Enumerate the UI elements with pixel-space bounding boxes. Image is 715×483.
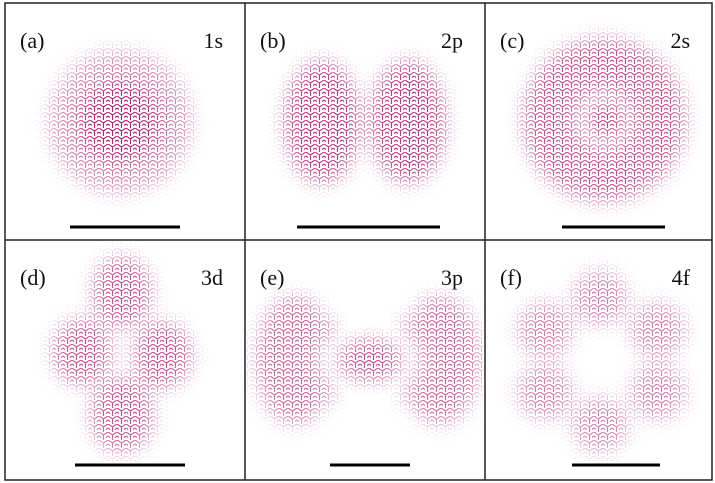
orbital-label: 3d (201, 265, 223, 290)
orbital-pattern (7, 242, 243, 478)
orbital-label: 3p (441, 265, 463, 290)
orbital-label: 2s (670, 28, 690, 53)
orbital-pattern (247, 5, 483, 238)
orbital-label: 4f (672, 265, 691, 290)
orbital-pattern (247, 242, 483, 478)
panel-label: (a) (20, 28, 44, 53)
panel-label: (c) (500, 28, 524, 53)
panel-label: (b) (260, 28, 286, 53)
panel-label: (e) (260, 265, 284, 290)
orbital-pattern (487, 5, 710, 238)
orbital-pattern (7, 5, 243, 238)
panel-label: (d) (20, 265, 46, 290)
orbital-pattern (487, 242, 710, 478)
frame (4, 2, 713, 481)
panel-label: (f) (500, 265, 522, 290)
orbital-label: 1s (203, 28, 223, 53)
orbital-label: 2p (441, 28, 463, 53)
